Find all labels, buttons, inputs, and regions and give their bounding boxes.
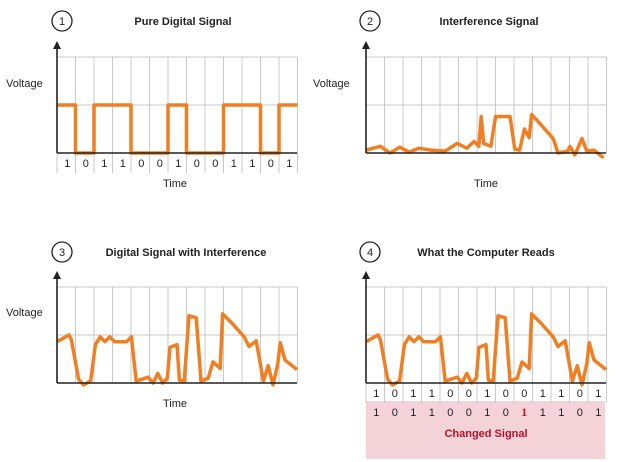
bit-label: 1 — [540, 407, 546, 419]
x-axis-label: Time — [474, 178, 498, 190]
bit-label: 1 — [429, 407, 435, 419]
y-axis-arrow — [53, 271, 61, 279]
panel-title: Interference Signal — [439, 16, 538, 28]
bit-label: 0 — [577, 407, 583, 419]
bit-label: 0 — [466, 388, 472, 400]
y-axis-arrow — [362, 271, 370, 279]
combined-signal-line — [56, 312, 299, 387]
y-axis-label: Voltage — [313, 78, 350, 90]
y-axis-label: Voltage — [6, 78, 43, 90]
bit-label: 1 — [558, 388, 564, 400]
bit-label: 1 — [429, 388, 435, 400]
panel-number-badge — [359, 10, 381, 32]
changed-signal-label: Changed Signal — [444, 428, 527, 440]
bit-label: 1 — [120, 158, 126, 170]
bit-label: 0 — [577, 388, 583, 400]
bit-label: 0 — [503, 388, 509, 400]
axes — [362, 41, 606, 154]
panel-digital-signal-with-interference: 3 Digital Signal with Interference Volta… — [6, 241, 299, 410]
changed-bit-label: 1 — [521, 405, 527, 419]
changed-signal-box — [366, 401, 605, 459]
bit-label: 0 — [392, 388, 398, 400]
bit-label: 1 — [410, 388, 416, 400]
read-signal-line — [365, 312, 608, 387]
bit-label: 1 — [595, 407, 601, 419]
bit-label: 0 — [212, 158, 218, 170]
bit-label: 0 — [392, 407, 398, 419]
panel-number: 2 — [367, 16, 373, 28]
axes — [53, 41, 297, 154]
bit-label: 1 — [101, 158, 107, 170]
panel-number: 1 — [59, 16, 65, 28]
y-axis-arrow — [362, 41, 370, 49]
bit-label: 1 — [595, 388, 601, 400]
grid — [366, 56, 607, 153]
bit-label: 0 — [521, 388, 527, 400]
bit-label: 1 — [64, 158, 70, 170]
axes — [362, 271, 606, 384]
x-axis-label: Time — [163, 398, 187, 410]
panel-number-badge — [51, 241, 73, 263]
bit-label: 1 — [484, 388, 490, 400]
panel-number-badge — [51, 10, 73, 32]
pure-digital-signal-line — [57, 103, 298, 155]
bit-label: 0 — [138, 158, 144, 170]
panel-title: What the Computer Reads — [417, 247, 555, 259]
bit-label: 1 — [373, 388, 379, 400]
panel-number: 4 — [367, 247, 373, 259]
bit-label: 1 — [286, 158, 292, 170]
panel-number-badge — [359, 241, 381, 263]
bit-label: 0 — [83, 158, 89, 170]
y-axis-label: Voltage — [6, 307, 43, 319]
y-axis-arrow — [53, 41, 61, 49]
panel-title: Digital Signal with Interference — [106, 247, 267, 259]
bit-label: 1 — [558, 407, 564, 419]
x-axis-label: Time — [163, 178, 187, 190]
bit-label: 0 — [157, 158, 163, 170]
bit-label: 0 — [503, 407, 509, 419]
panel-number: 3 — [59, 247, 65, 259]
bit-label: 1 — [373, 407, 379, 419]
panel-title: Pure Digital Signal — [134, 16, 231, 28]
bit-label: 1 — [231, 158, 237, 170]
bit-label: 1 — [410, 407, 416, 419]
axes — [53, 271, 297, 384]
bit-label: 1 — [484, 407, 490, 419]
bit-label: 0 — [447, 388, 453, 400]
panel-interference-signal: 2 Interference Signal Voltage Time — [313, 10, 607, 190]
bit-label: 0 — [194, 158, 200, 170]
bit-label: 1 — [540, 388, 546, 400]
bit-label: 1 — [249, 158, 255, 170]
interference-signal-line — [365, 112, 605, 160]
bit-label: 0 — [466, 407, 472, 419]
bit-label: 0 — [447, 407, 453, 419]
bit-label: 1 — [175, 158, 181, 170]
bit-label: 0 — [268, 158, 274, 170]
